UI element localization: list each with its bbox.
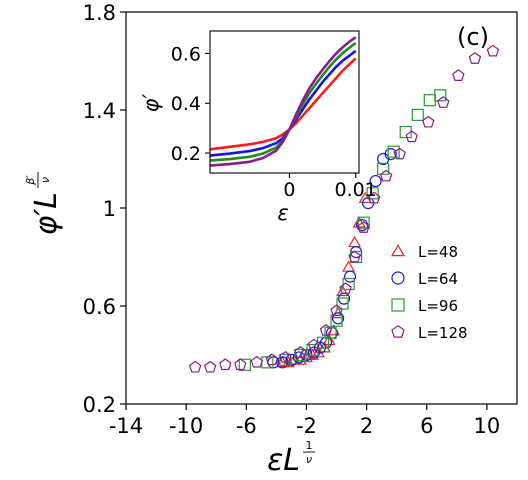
data-point-triangle bbox=[305, 348, 319, 360]
main-x-tick-label: 2 bbox=[360, 414, 373, 438]
main-x-tick-label: -6 bbox=[236, 414, 257, 438]
data-point-square bbox=[423, 94, 436, 107]
x-axis-label-base: εL bbox=[267, 443, 300, 478]
x-axis-label-exp-den: ν bbox=[306, 453, 312, 466]
y-axis-label-base: φ′L bbox=[29, 192, 64, 235]
inset-y-tick-label: 0.2 bbox=[171, 143, 201, 165]
inset-x-axis-label: ε bbox=[277, 201, 288, 225]
data-point-square bbox=[434, 89, 447, 102]
data-point-pentagon bbox=[188, 360, 202, 373]
data-point-square bbox=[316, 336, 330, 349]
inset-series-line bbox=[209, 41, 357, 162]
data-point-square bbox=[294, 348, 307, 362]
legend-entry-label: L=48 bbox=[418, 243, 458, 261]
data-point-pentagon bbox=[265, 353, 279, 366]
main-y-tick-label: 1.8 bbox=[83, 1, 116, 25]
main-data-markers bbox=[188, 44, 500, 373]
data-point-pentagon bbox=[437, 96, 450, 108]
data-point-circle bbox=[343, 270, 357, 283]
y-axis-label-exp-num: β′ bbox=[24, 175, 37, 186]
legend-entry-label: L=96 bbox=[418, 297, 458, 315]
inset-plot: 0 0.01 0.20.40.6 ε φ′ bbox=[139, 30, 377, 225]
inset-y-axis-label: φ′ bbox=[139, 93, 163, 112]
data-point-triangle bbox=[317, 341, 332, 353]
main-y-tick-label: 0.2 bbox=[83, 393, 116, 417]
main-y-tick-label: 0.6 bbox=[83, 295, 116, 319]
x-axis-label-exp-num: 1 bbox=[306, 439, 313, 452]
x-axis-label: εL 1 ν bbox=[267, 439, 315, 478]
data-point-pentagon bbox=[393, 147, 406, 160]
main-plot-axes: -14 -10 -6 -2 2 6 10 0.2 0.6 1 1.4 1.8 bbox=[83, 1, 518, 438]
data-point-pentagon bbox=[330, 304, 343, 317]
legend-marker-pentagon bbox=[391, 324, 405, 338]
data-point-pentagon bbox=[319, 323, 333, 336]
main-y-tick-label: 1.4 bbox=[83, 99, 116, 123]
data-point-square bbox=[411, 108, 424, 122]
main-x-tick-label: -14 bbox=[109, 414, 143, 438]
data-point-square bbox=[366, 187, 379, 200]
inset-series-line bbox=[209, 49, 357, 157]
y-axis-label: φ′L β′ ν bbox=[24, 172, 64, 235]
data-point-pentagon bbox=[219, 358, 232, 371]
data-point-square bbox=[342, 277, 355, 291]
main-y-tick-label: 1 bbox=[103, 197, 116, 221]
inset-y-ticks: 0.2 0.4 0.6 bbox=[171, 43, 210, 165]
legend-entry-label: L=128 bbox=[418, 324, 468, 342]
data-point-square bbox=[387, 145, 400, 158]
main-x-tick-label: 6 bbox=[420, 414, 433, 438]
data-point-pentagon bbox=[452, 69, 465, 81]
data-point-pentagon bbox=[422, 115, 435, 128]
data-point-square bbox=[349, 250, 363, 264]
data-point-pentagon bbox=[307, 338, 321, 351]
legend-marker-square bbox=[391, 298, 405, 312]
data-point-pentagon bbox=[405, 130, 418, 143]
inset-frame bbox=[209, 30, 360, 174]
data-point-square bbox=[238, 358, 251, 371]
y-axis-label-exp-den: ν bbox=[39, 177, 52, 183]
inset-x-ticks: 0 0.01 bbox=[283, 173, 377, 201]
data-point-circle bbox=[331, 312, 345, 325]
data-point-pentagon bbox=[294, 346, 307, 358]
inset-series-line bbox=[209, 36, 357, 167]
inset-x-tick-label: 0 bbox=[283, 179, 295, 201]
main-x-tick-label: -10 bbox=[169, 414, 203, 438]
main-x-tick-label: -2 bbox=[296, 414, 317, 438]
data-point-pentagon bbox=[279, 350, 292, 363]
data-point-circle bbox=[369, 174, 382, 188]
data-point-circle bbox=[292, 351, 306, 364]
legend-marker-triangle bbox=[390, 244, 406, 257]
legend: L=48 L=64 L=96 L=128 bbox=[390, 243, 468, 342]
legend-entry-label: L=64 bbox=[418, 270, 458, 288]
data-point-triangle bbox=[348, 235, 362, 248]
inset-x-tick-label: 0.01 bbox=[335, 179, 377, 201]
main-x-tick-label: 10 bbox=[474, 414, 501, 438]
data-point-pentagon bbox=[348, 250, 361, 263]
inset-curves bbox=[209, 36, 357, 167]
data-point-square bbox=[306, 344, 319, 357]
main-x-ticks: -14 -10 -6 -2 2 6 10 bbox=[109, 404, 500, 438]
data-point-pentagon bbox=[379, 169, 393, 182]
data-point-pentagon bbox=[234, 358, 247, 371]
data-point-triangle bbox=[336, 284, 350, 297]
data-point-pentagon bbox=[250, 355, 264, 368]
data-point-pentagon bbox=[357, 221, 370, 233]
data-point-pentagon bbox=[468, 52, 482, 64]
main-y-ticks: 0.2 0.6 1 1.4 1.8 bbox=[83, 1, 126, 417]
panel-label: (c) bbox=[457, 23, 489, 51]
inset-y-tick-label: 0.6 bbox=[171, 43, 201, 65]
inset-series-line bbox=[209, 57, 357, 151]
data-point-square bbox=[279, 353, 292, 366]
data-point-pentagon bbox=[339, 282, 352, 295]
legend-marker-circle bbox=[391, 271, 405, 285]
inset-y-tick-label: 0.4 bbox=[171, 93, 201, 115]
data-point-square bbox=[357, 216, 370, 229]
data-point-square bbox=[377, 162, 390, 175]
data-point-pentagon bbox=[367, 191, 381, 204]
data-point-pentagon bbox=[204, 360, 217, 373]
data-point-circle bbox=[384, 148, 397, 161]
data-point-pentagon bbox=[486, 44, 500, 57]
